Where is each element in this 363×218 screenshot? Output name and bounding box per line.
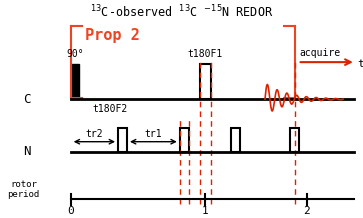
Text: tr2: tr2 bbox=[86, 129, 103, 139]
Text: C: C bbox=[24, 93, 31, 106]
Bar bbox=[71, 64, 79, 99]
Text: t180F1: t180F1 bbox=[187, 49, 223, 59]
Text: 0: 0 bbox=[68, 206, 74, 216]
Text: 1: 1 bbox=[202, 206, 208, 216]
Bar bbox=[180, 128, 189, 152]
Text: 2: 2 bbox=[303, 206, 310, 216]
Bar bbox=[118, 128, 127, 152]
Text: Prop 2: Prop 2 bbox=[85, 28, 140, 43]
Bar bbox=[231, 128, 240, 152]
Bar bbox=[290, 128, 299, 152]
Text: rotor
period: rotor period bbox=[8, 180, 40, 199]
Text: t180F2: t180F2 bbox=[92, 104, 127, 114]
Text: tr1: tr1 bbox=[144, 129, 162, 139]
Text: t $_{2}$: t $_{2}$ bbox=[357, 58, 363, 71]
Text: 90°: 90° bbox=[66, 49, 83, 59]
Text: $^{13}$C-observed $^{13}$C $^{-15}$N REDOR: $^{13}$C-observed $^{13}$C $^{-15}$N RED… bbox=[90, 3, 273, 20]
Bar bbox=[200, 64, 211, 99]
Text: acquire: acquire bbox=[299, 48, 340, 58]
Text: N: N bbox=[24, 145, 31, 158]
